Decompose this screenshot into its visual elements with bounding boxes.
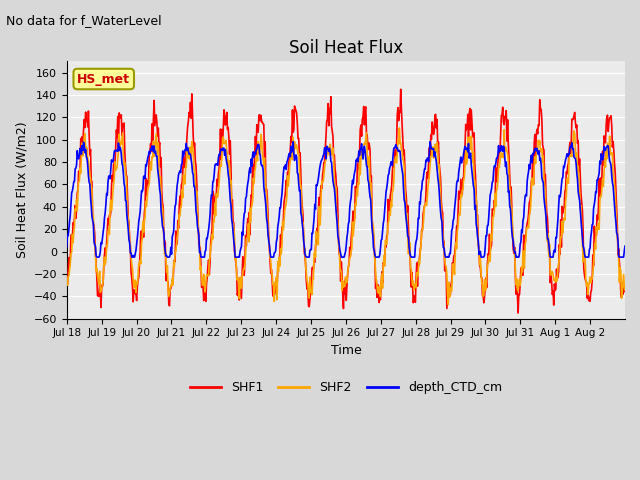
X-axis label: Time: Time [330,344,361,357]
Title: Soil Heat Flux: Soil Heat Flux [289,39,403,57]
Y-axis label: Soil Heat Flux (W/m2): Soil Heat Flux (W/m2) [15,121,28,258]
Text: No data for f_WaterLevel: No data for f_WaterLevel [6,14,162,27]
Legend: SHF1, SHF2, depth_CTD_cm: SHF1, SHF2, depth_CTD_cm [184,376,508,399]
Text: HS_met: HS_met [77,72,131,85]
